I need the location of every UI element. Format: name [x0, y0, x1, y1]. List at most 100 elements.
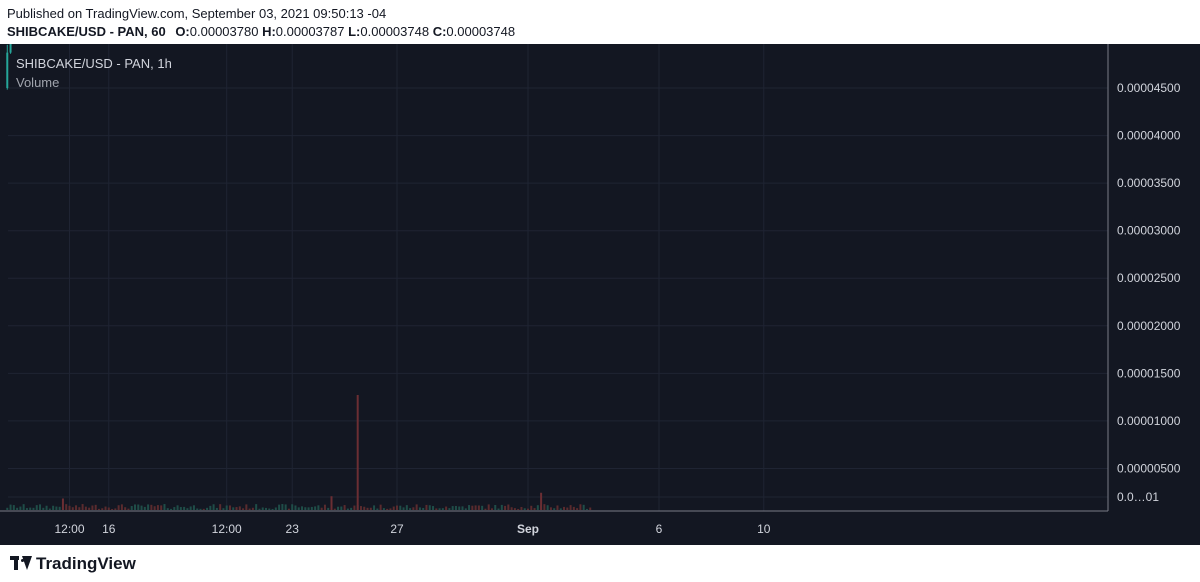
volume-bar [45, 505, 48, 510]
volume-bar [379, 504, 382, 510]
volume-bar [363, 506, 366, 510]
volume-bar [68, 505, 71, 510]
volume-bar [504, 505, 507, 510]
x-tick-label: 12:00 [54, 522, 84, 536]
volume-bar [94, 504, 97, 510]
volume-bar [268, 508, 271, 510]
volume-bar [140, 505, 143, 510]
y-tick-label: 0.00004500 [1117, 81, 1181, 95]
volume-bar [222, 508, 225, 510]
volume-bar [477, 505, 480, 510]
y-tick-label: 0.00000500 [1117, 461, 1181, 475]
volume-bar [88, 507, 91, 510]
volume-bar [25, 508, 28, 510]
volume-bar [432, 506, 435, 510]
volume-bar [35, 505, 38, 510]
volume-bar [369, 507, 372, 510]
volume-bar [553, 508, 556, 510]
chart-area[interactable]: 0.00004500 0.00004000 0.00003500 0.00003000… [0, 44, 1200, 545]
volume-bar [396, 505, 398, 510]
volume-bar [415, 504, 418, 510]
volume-bar [232, 507, 235, 510]
volume-bar [530, 505, 533, 510]
volume-bar [563, 506, 566, 510]
volume-bar [84, 506, 87, 510]
volume-bar [428, 505, 431, 510]
volume-bar [373, 505, 376, 510]
volume-bar [422, 507, 425, 510]
volume-bar [71, 507, 74, 510]
x-tick-label: 16 [102, 522, 116, 536]
volume-bar [179, 507, 182, 510]
y-tick-label: 0.00001500 [1117, 366, 1181, 380]
volume-spike [540, 492, 543, 510]
volume-bar [487, 504, 490, 510]
volume-bar [199, 508, 202, 510]
low-label: L: [348, 24, 361, 39]
x-tick-label: 27 [390, 522, 404, 536]
volume-bar [464, 508, 467, 510]
ohlc-line: SHIBCAKE/USD - PAN, 60 O:0.00003780 H:0.… [7, 24, 515, 39]
volume-bar [301, 506, 304, 510]
chart-legend-title: SHIBCAKE/USD - PAN, 1h [16, 56, 172, 71]
volume-bar [261, 507, 264, 510]
brand: TradingView [10, 554, 136, 574]
volume-bar [481, 505, 484, 510]
volume-bar [533, 508, 536, 510]
volume-bar [228, 505, 231, 510]
volume-bar [441, 508, 444, 510]
volume-bar [490, 508, 493, 510]
volume-bar [265, 507, 267, 510]
volume-bar [19, 506, 22, 510]
candle-body [6, 52, 9, 89]
volume-bar [392, 506, 395, 510]
volume-bar [438, 508, 441, 510]
volume-bar [16, 507, 19, 510]
volume-bar [127, 508, 130, 510]
volume-bar [209, 505, 212, 510]
volume-bar [576, 508, 579, 510]
volume-bar [559, 508, 562, 510]
volume-bar [52, 505, 55, 510]
volume-bar [274, 507, 277, 510]
volume-bar [510, 507, 513, 510]
volume-bar [585, 508, 588, 510]
volume-bar [65, 504, 68, 510]
volume-bar [212, 504, 215, 510]
volume-bar [389, 508, 392, 510]
volume-bar [176, 505, 179, 510]
volume-bar [235, 507, 238, 510]
y-tick-label: 0.00002500 [1117, 271, 1181, 285]
volume-bar [219, 504, 222, 510]
volume-spike [330, 496, 333, 510]
volume-bar [543, 504, 546, 510]
volume-bar [251, 507, 254, 510]
volume-bar [582, 504, 585, 510]
volume-bar [445, 506, 448, 510]
volume-bar [143, 506, 146, 510]
x-tick-label: Sep [517, 522, 539, 536]
volume-bar [173, 507, 176, 510]
volume-bar [517, 508, 520, 510]
volume-bars [6, 395, 592, 510]
volume-bar [22, 504, 25, 510]
volume-bar [320, 507, 323, 510]
volume-bar [91, 505, 94, 510]
volume-bar [297, 507, 300, 510]
volume-bar [366, 507, 369, 510]
volume-bar [520, 506, 523, 510]
volume-bar [448, 508, 451, 510]
volume-bar [435, 508, 438, 510]
axes: 0.00004500 0.00004000 0.00003500 0.00003000… [0, 44, 1181, 536]
volume-bar [291, 504, 294, 510]
volume-legend: Volume [16, 75, 60, 90]
volume-bar [206, 507, 209, 510]
volume-bar [245, 504, 248, 510]
volume-bar [124, 507, 127, 510]
high-label: H: [262, 24, 276, 39]
volume-bar [340, 506, 343, 510]
volume-bar [55, 506, 58, 510]
price-chart[interactable]: 0.00004500 0.00004000 0.00003500 0.00003000… [0, 44, 1200, 545]
volume-bar [402, 507, 405, 510]
y-tick-label: 0.0…01 [1117, 490, 1159, 504]
